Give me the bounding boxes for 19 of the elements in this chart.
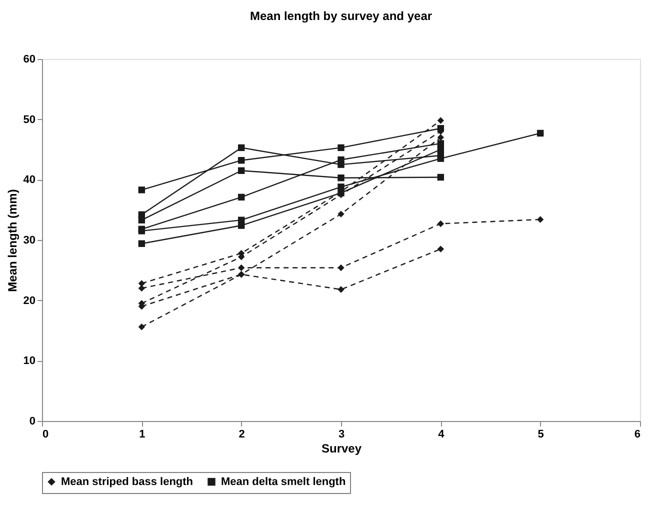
- x-tick-label: 4: [438, 428, 446, 440]
- x-tick-label: 2: [238, 428, 245, 440]
- x-tick-label: 1: [139, 428, 146, 440]
- y-axis-title: Mean length (mm): [5, 189, 20, 292]
- chart-title: Mean length by survey and year: [250, 9, 432, 23]
- y-tick-label: 60: [23, 54, 36, 66]
- x-tick-label: 3: [338, 428, 345, 440]
- y-tick-label: 30: [23, 234, 36, 246]
- x-axis-title: Survey: [321, 442, 362, 456]
- y-tick-label: 50: [23, 114, 36, 126]
- y-tick-label: 20: [23, 294, 36, 307]
- legend-label: Mean delta smelt length: [221, 476, 346, 488]
- y-tick-label: 0: [29, 416, 36, 428]
- x-tick-label: 5: [538, 428, 544, 440]
- x-tick-label: 0: [42, 428, 49, 440]
- legend-label: Mean striped bass length: [61, 476, 194, 488]
- y-tick-label: 40: [23, 174, 36, 186]
- x-tick-label: 6: [634, 428, 640, 440]
- y-tick-label: 10: [23, 355, 36, 368]
